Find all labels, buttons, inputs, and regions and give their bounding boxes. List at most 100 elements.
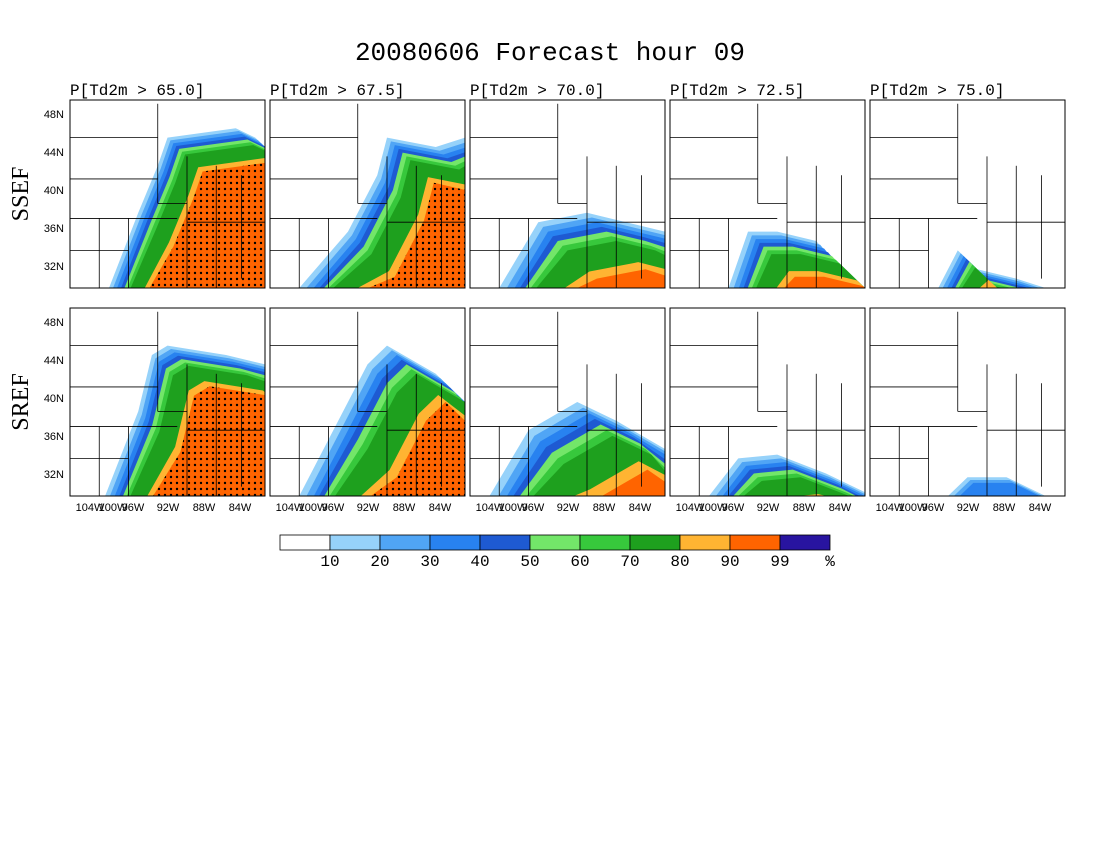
- field: [70, 100, 265, 288]
- colorbar-label: 20: [370, 553, 389, 571]
- map-panel: [469, 307, 666, 497]
- row-label: SREF: [8, 373, 34, 430]
- lon-label: 92W: [157, 502, 180, 514]
- field: [270, 308, 465, 496]
- figure-title: 20080606 Forecast hour 09: [355, 38, 745, 68]
- field: [670, 308, 865, 496]
- lat-label: 32N: [44, 469, 64, 481]
- map-panel: [269, 99, 466, 289]
- prob-band: [961, 267, 1003, 288]
- colorbar-label: 70: [620, 553, 639, 571]
- prob-band: [784, 276, 865, 288]
- lat-label: 32N: [44, 261, 64, 273]
- lon-label: 96W: [322, 502, 345, 514]
- lon-label: 88W: [593, 502, 616, 514]
- lat-label: 48N: [44, 109, 64, 121]
- map-panel: [869, 307, 1066, 497]
- stipple: [153, 386, 265, 496]
- lon-label: 100W: [499, 502, 528, 514]
- panel-title: P[Td2m > 70.0]: [470, 82, 604, 100]
- lon-label: 96W: [122, 502, 145, 514]
- field: [270, 100, 465, 288]
- map-frame: [469, 307, 666, 497]
- lon-label: 100W: [99, 502, 128, 514]
- lon-label: 100W: [299, 502, 328, 514]
- map-frame: [669, 99, 866, 289]
- lon-label: 104W: [676, 502, 705, 514]
- map-frame: [69, 99, 266, 289]
- colorbar-box: [479, 534, 531, 551]
- colorbar-box: [679, 534, 731, 551]
- colorbar-box: [429, 534, 481, 551]
- panel-title: P[Td2m > 67.5]: [270, 82, 404, 100]
- field: [870, 308, 1065, 496]
- panel-title: P[Td2m > 72.5]: [670, 82, 804, 100]
- lon-label: 84W: [1029, 502, 1052, 514]
- map-frame: [869, 307, 1066, 497]
- lon-label: 88W: [393, 502, 416, 514]
- colorbar-unit: %: [825, 553, 835, 571]
- row-label: SSEF: [8, 167, 34, 222]
- colorbar-label: 30: [420, 553, 439, 571]
- lat-label: 36N: [44, 431, 64, 443]
- map-frame: [69, 307, 266, 497]
- colorbar-label: 10: [320, 553, 339, 571]
- prob-band: [601, 469, 665, 496]
- colorbar-box: [379, 534, 431, 551]
- colorbar-box: [629, 534, 681, 551]
- map-panel: [469, 99, 666, 289]
- lon-label: 100W: [699, 502, 728, 514]
- lon-label: 84W: [229, 502, 252, 514]
- colorbar-box: [529, 534, 581, 551]
- lon-label: 84W: [629, 502, 652, 514]
- colorbar-label: 50: [520, 553, 539, 571]
- prob-band: [959, 482, 1040, 496]
- colorbar-label: 99: [770, 553, 789, 571]
- lon-label: 88W: [193, 502, 216, 514]
- lat-label: 40N: [44, 185, 64, 197]
- lon-label: 96W: [522, 502, 545, 514]
- map-frame: [469, 99, 666, 289]
- field: [870, 100, 1065, 288]
- lon-label: 96W: [922, 502, 945, 514]
- map-panel: [69, 99, 266, 289]
- lat-label: 44N: [44, 147, 64, 159]
- field: [670, 100, 865, 288]
- map-bg: [870, 100, 1065, 288]
- colorbar-box: [779, 534, 831, 551]
- colorbar-label: 90: [720, 553, 739, 571]
- stipple: [149, 162, 265, 288]
- lat-label: 48N: [44, 317, 64, 329]
- lon-label: 104W: [76, 502, 105, 514]
- colorbar-label: 40: [470, 553, 489, 571]
- colorbar-box: [279, 534, 331, 551]
- lat-label: 36N: [44, 223, 64, 235]
- lon-label: 100W: [899, 502, 928, 514]
- field: [470, 308, 665, 496]
- lon-label: 92W: [757, 502, 780, 514]
- lon-label: 84W: [829, 502, 852, 514]
- colorbar-box: [579, 534, 631, 551]
- colorbar-box: [729, 534, 781, 551]
- lat-label: 44N: [44, 355, 64, 367]
- map-frame: [869, 99, 1066, 289]
- prob-band: [979, 280, 998, 288]
- map-frame: [269, 307, 466, 497]
- panel-title: P[Td2m > 65.0]: [70, 82, 204, 100]
- lon-label: 92W: [357, 502, 380, 514]
- lon-label: 96W: [722, 502, 745, 514]
- map-panel: [69, 307, 266, 497]
- prob-band: [743, 477, 850, 496]
- map-panel: [869, 99, 1066, 289]
- map-panel: [269, 307, 466, 497]
- map-frame: [269, 99, 466, 289]
- map-panel: [669, 307, 866, 497]
- colorbar-label: 60: [570, 553, 589, 571]
- lon-label: 104W: [476, 502, 505, 514]
- lat-label: 40N: [44, 393, 64, 405]
- map-panel: [669, 99, 866, 289]
- lon-label: 84W: [429, 502, 452, 514]
- lon-label: 92W: [557, 502, 580, 514]
